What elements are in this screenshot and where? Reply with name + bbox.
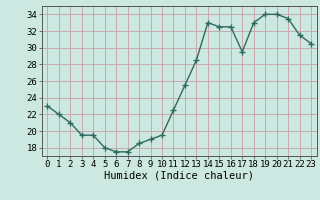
X-axis label: Humidex (Indice chaleur): Humidex (Indice chaleur)	[104, 171, 254, 181]
